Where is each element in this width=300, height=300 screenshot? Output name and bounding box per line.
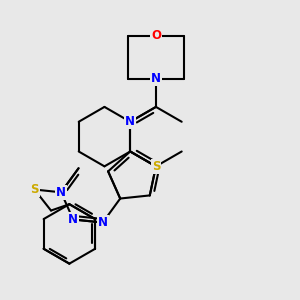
Text: N: N xyxy=(56,186,66,199)
Text: S: S xyxy=(152,160,160,173)
Text: N: N xyxy=(125,115,135,128)
Text: S: S xyxy=(30,183,39,196)
Text: O: O xyxy=(151,29,161,42)
Text: N: N xyxy=(98,216,108,229)
Text: N: N xyxy=(151,72,161,85)
Text: N: N xyxy=(68,213,78,226)
